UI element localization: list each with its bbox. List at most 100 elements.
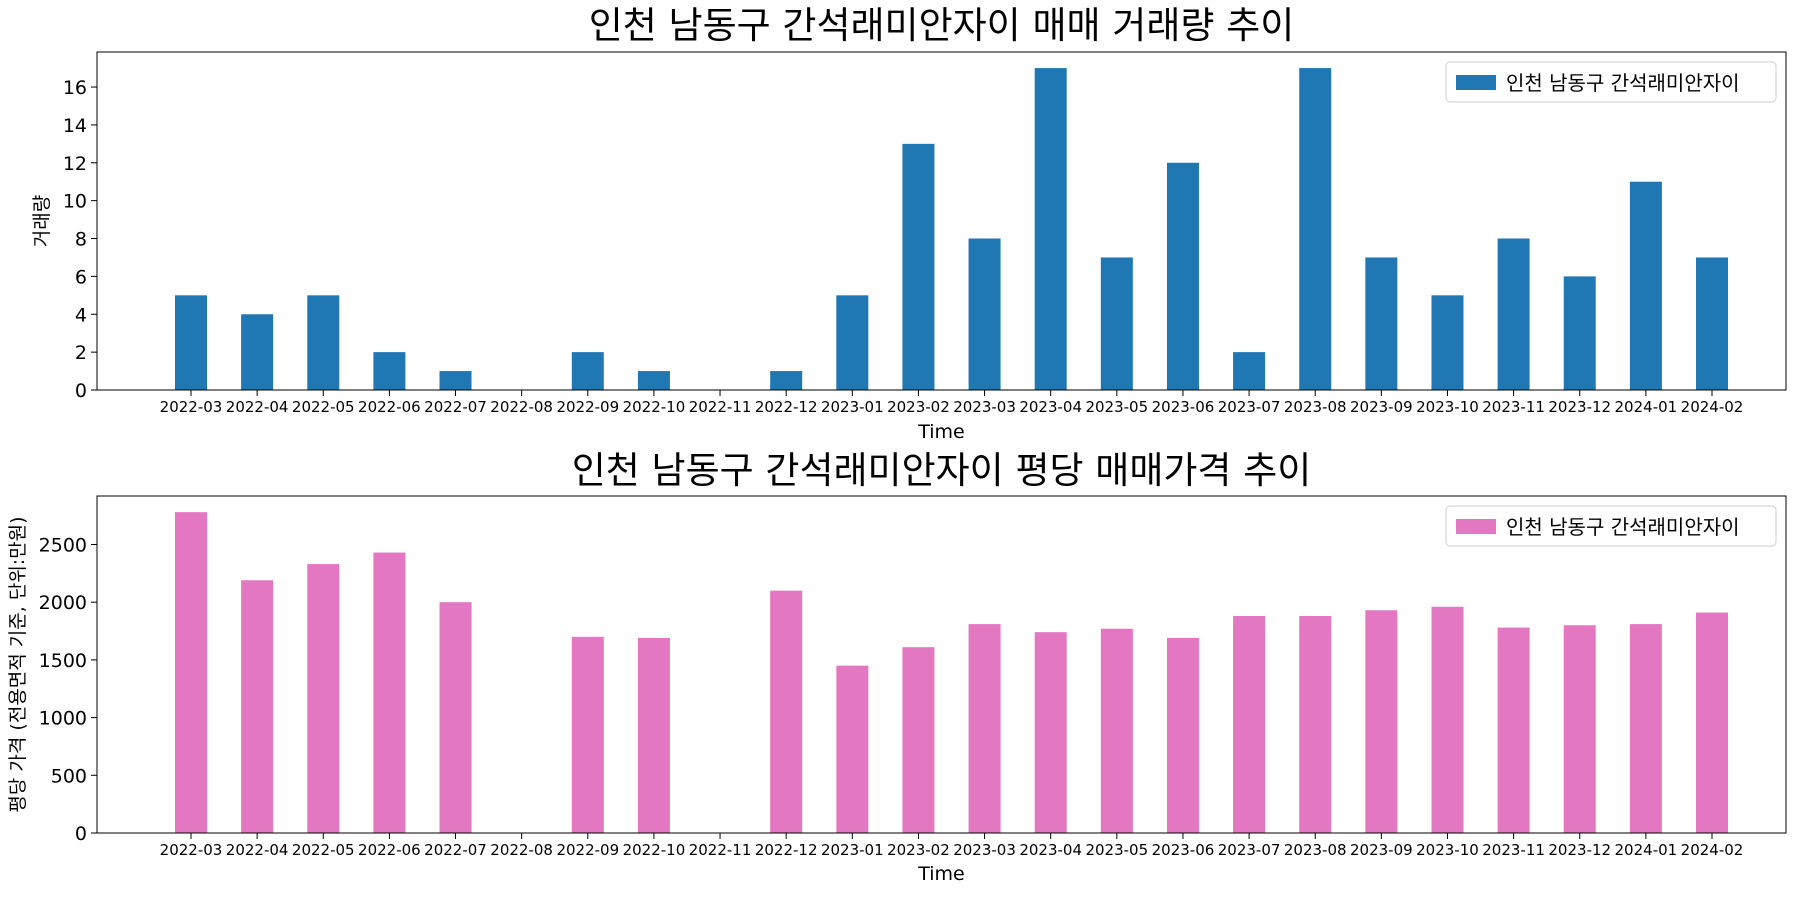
y-tick-label: 1000 (39, 708, 87, 730)
bar-2023-12 (1563, 625, 1596, 833)
bar-2023-03 (968, 238, 1001, 390)
x-tick-label: 2022-03 (160, 841, 223, 859)
y-tick-label: 14 (63, 115, 87, 137)
bar-2022-12 (770, 371, 803, 390)
bar-2023-06 (1166, 637, 1199, 833)
y-tick-label: 1500 (39, 650, 87, 672)
y-tick-label: 2 (75, 342, 87, 364)
bar-2023-01 (836, 295, 869, 390)
legend-box (1445, 505, 1777, 547)
bar-2022-09 (571, 352, 604, 390)
bar-2022-03 (175, 512, 207, 833)
x-tick-label: 2022-12 (755, 398, 818, 416)
x-tick-label: 2022-09 (556, 841, 619, 859)
x-tick-label: 2022-09 (556, 398, 619, 416)
x-tick-label: 2023-11 (1482, 841, 1545, 859)
y-tick-label: 12 (63, 153, 87, 175)
bar-2023-06 (1166, 162, 1199, 390)
chart-price-per-pyeong: 인천 남동구 간석래미안자이 평당 매매가격 추이 0 500 1000 1500 200… (7, 449, 1787, 885)
bar-2023-04 (1034, 632, 1067, 833)
x-tick-label: 2023-10 (1416, 841, 1479, 859)
legend-swatch (1456, 75, 1496, 90)
bar-2022-10 (637, 371, 670, 390)
bar-2022-04 (241, 314, 274, 390)
bar-2023-05 (1100, 628, 1133, 833)
x-tick-label: 2023-06 (1152, 841, 1215, 859)
bar-2023-10 (1431, 295, 1464, 390)
x-tick-label: 2022-12 (755, 841, 818, 859)
x-tick-label: 2022-04 (226, 841, 289, 859)
x-tick-label: 2022-06 (358, 398, 421, 416)
x-tick-label: 2023-01 (821, 398, 884, 416)
bar-2023-02 (902, 647, 935, 833)
x-tick-label: 2022-05 (292, 398, 355, 416)
x-tick-label: 2023-05 (1085, 398, 1148, 416)
y-tick-label: 0 (75, 823, 87, 845)
x-tick-label: 2023-11 (1482, 398, 1545, 416)
bar-2024-01 (1629, 181, 1662, 390)
bar-2022-05 (307, 564, 340, 833)
x-axis-label: Time (917, 421, 965, 443)
x-tick-label: 2022-06 (358, 841, 421, 859)
x-tick-label: 2023-10 (1416, 398, 1479, 416)
x-tick-label: 2022-08 (490, 398, 553, 416)
x-tick-label: 2023-01 (821, 841, 884, 859)
x-tick-label: 2023-07 (1218, 841, 1281, 859)
x-tick-label: 2022-10 (623, 841, 686, 859)
x-tick-label: 2023-09 (1350, 398, 1413, 416)
x-tick-label: 2022-11 (689, 398, 752, 416)
y-tick-label: 10 (63, 191, 87, 213)
bar-2023-07 (1233, 352, 1266, 390)
x-tick-label: 2023-09 (1350, 841, 1413, 859)
bar-2023-09 (1365, 257, 1398, 390)
bar-2022-07 (439, 602, 472, 833)
chart-title: 인천 남동구 간석래미안자이 평당 매매가격 추이 (572, 449, 1312, 492)
bar-2023-11 (1497, 238, 1530, 390)
y-tick-label: 8 (75, 229, 87, 251)
bar-2023-11 (1497, 627, 1530, 833)
x-tick-label: 2022-10 (623, 398, 686, 416)
bar-2024-02 (1696, 612, 1728, 833)
bar-2022-06 (373, 552, 406, 833)
legend-label: 인천 남동구 간석래미안자이 (1506, 71, 1740, 95)
legend: 인천 남동구 간석래미안자이 (1445, 61, 1777, 103)
chart-title: 인천 남동구 간석래미안자이 매매 거래량 추이 (589, 4, 1295, 47)
x-tick-label: 2023-12 (1548, 841, 1611, 859)
x-tick-label: 2023-02 (887, 398, 950, 416)
x-tick-label: 2023-06 (1152, 398, 1215, 416)
bar-2022-12 (770, 590, 803, 833)
y-tick-label: 2500 (39, 534, 87, 556)
bar-2022-09 (571, 636, 604, 833)
x-tick-label: 2023-07 (1218, 398, 1281, 416)
plot-frame (96, 51, 1787, 391)
legend-box (1445, 61, 1777, 103)
x-tick-label: 2024-02 (1681, 841, 1744, 859)
bar-2024-01 (1629, 624, 1662, 833)
chart-transaction-volume: 인천 남동구 간석래미안자이 매매 거래량 추이 0 2 4 6 8 10 12 14 16 202… (31, 4, 1787, 443)
bar-2023-03 (968, 624, 1001, 833)
y-axis-label: 거래량 (31, 195, 53, 247)
y-tick-label: 4 (75, 304, 87, 326)
bar-2023-05 (1100, 257, 1133, 390)
legend-label: 인천 남동구 간석래미안자이 (1506, 515, 1740, 539)
bar-2023-10 (1431, 606, 1464, 833)
bar-2022-06 (373, 352, 406, 390)
bar-2023-07 (1233, 616, 1266, 833)
x-tick-label: 2022-03 (160, 398, 223, 416)
legend: 인천 남동구 간석래미안자이 (1445, 505, 1777, 547)
x-tick-label: 2022-07 (424, 841, 487, 859)
x-tick-label: 2022-11 (689, 841, 752, 859)
bar-2023-09 (1365, 610, 1398, 833)
y-tick-label: 6 (75, 266, 87, 288)
y-tick-label: 2000 (39, 592, 87, 614)
y-tick-label: 500 (51, 765, 87, 787)
x-tick-label: 2022-04 (226, 398, 289, 416)
bar-2023-08 (1299, 68, 1332, 390)
legend-swatch (1456, 519, 1496, 534)
bar-2023-02 (902, 143, 935, 390)
bar-2022-07 (439, 371, 472, 390)
bar-2023-08 (1299, 616, 1332, 833)
plot-frame (96, 495, 1787, 834)
x-tick-label: 2023-03 (953, 398, 1016, 416)
